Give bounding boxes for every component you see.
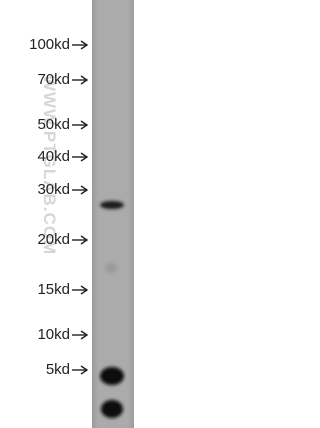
marker-label: 5kd bbox=[46, 361, 70, 378]
marker-label: 10kd bbox=[37, 326, 70, 343]
page: {"markers": ["100kd", "70kd", "50kd", "4… bbox=[0, 0, 150, 428]
marker-arrowhead bbox=[80, 75, 89, 85]
western-blot: WWW.PTGLAB.COM 100kd 70kd 50kd 40kd 30kd 20kd… bbox=[29, 0, 134, 428]
marker-arrowhead bbox=[80, 120, 89, 130]
marker-label: 70kd bbox=[37, 71, 70, 88]
marker-label: 30kd bbox=[37, 181, 70, 198]
marker-label: 15kd bbox=[37, 281, 70, 298]
watermark: WWW.PTGLAB.COM bbox=[40, 75, 59, 255]
faint-spot bbox=[105, 263, 117, 273]
lane bbox=[92, 0, 134, 428]
marker-arrowhead bbox=[80, 330, 89, 340]
marker-arrowhead bbox=[80, 152, 89, 162]
marker-arrowhead bbox=[80, 185, 89, 195]
marker-label: 100kd bbox=[29, 36, 70, 53]
marker-label: 40kd bbox=[37, 148, 70, 165]
marker-arrowhead bbox=[80, 40, 89, 50]
marker-arrowhead bbox=[80, 365, 89, 375]
band bbox=[100, 367, 124, 385]
marker-label: 50kd bbox=[37, 116, 70, 133]
band bbox=[101, 400, 123, 418]
marker-label: 20kd bbox=[37, 231, 70, 248]
marker-arrowhead bbox=[80, 235, 89, 245]
marker-arrowhead bbox=[80, 285, 89, 295]
band bbox=[100, 201, 124, 209]
